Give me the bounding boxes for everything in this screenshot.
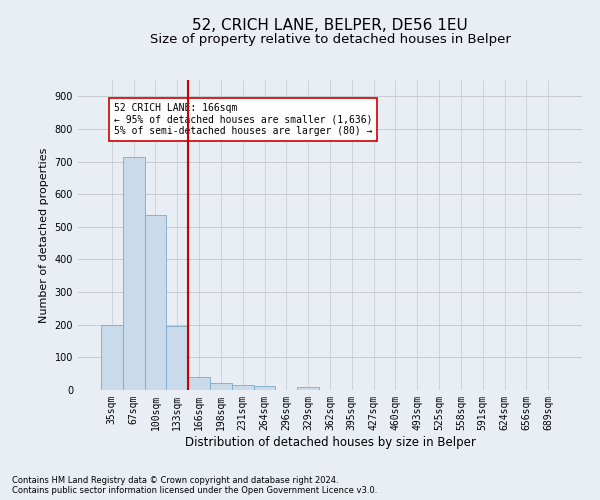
Bar [188,377,210,390]
Text: 52, CRICH LANE, BELPER, DE56 1EU: 52, CRICH LANE, BELPER, DE56 1EU [192,18,468,32]
X-axis label: Distribution of detached houses by size in Belper: Distribution of detached houses by size … [185,436,475,448]
Bar [145,216,166,390]
Text: 52 CRICH LANE: 166sqm
← 95% of detached houses are smaller (1,636)
5% of semi-de: 52 CRICH LANE: 166sqm ← 95% of detached … [114,103,373,136]
Bar [123,156,145,390]
Y-axis label: Number of detached properties: Number of detached properties [39,148,49,322]
Bar [232,385,254,390]
Bar [166,326,188,390]
Bar [101,324,123,390]
Text: Size of property relative to detached houses in Belper: Size of property relative to detached ho… [149,32,511,46]
Bar [297,386,319,390]
Bar [210,384,232,390]
Text: Contains HM Land Registry data © Crown copyright and database right 2024.: Contains HM Land Registry data © Crown c… [12,476,338,485]
Text: Contains public sector information licensed under the Open Government Licence v3: Contains public sector information licen… [12,486,377,495]
Bar [254,386,275,390]
